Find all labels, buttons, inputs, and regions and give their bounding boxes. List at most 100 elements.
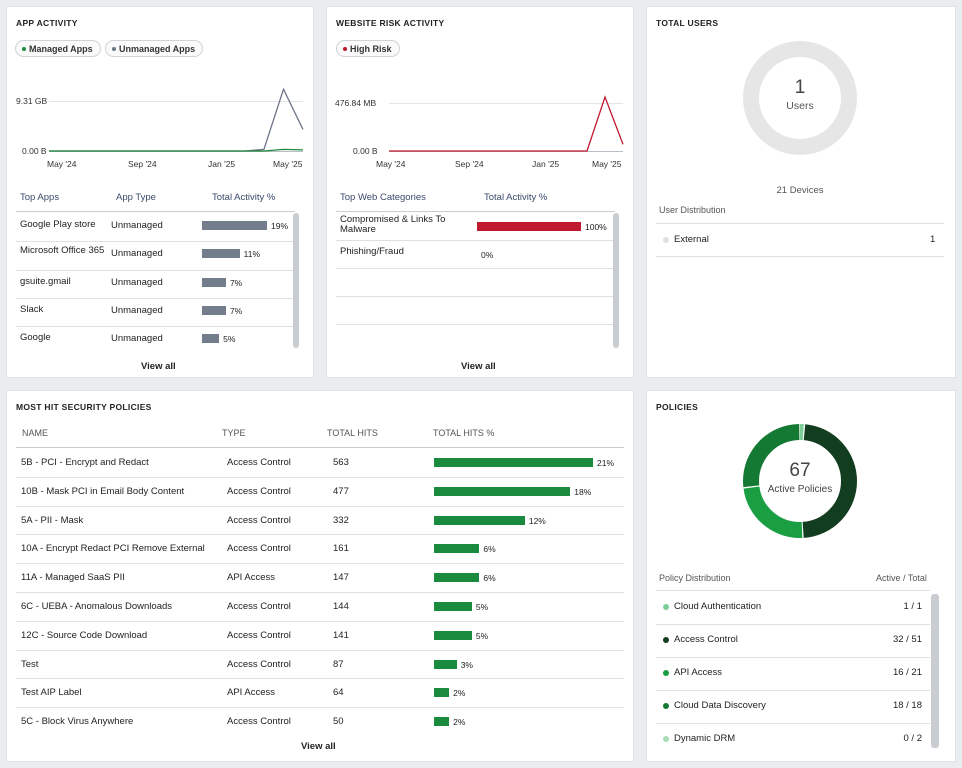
total-users-title: TOTAL USERS (656, 18, 719, 28)
table-row[interactable]: Test Access Control 87 3% (16, 650, 624, 679)
user-distribution-title: User Distribution (659, 205, 726, 215)
policy-name: 10B - Mask PCI in Email Body Content (21, 485, 185, 497)
policies-count-label: Active Policies (767, 484, 833, 495)
policy-hits: 477 (333, 485, 349, 497)
col-top-web-categories[interactable]: Top Web Categories (340, 192, 426, 203)
legend-high-risk[interactable]: High Risk (336, 40, 400, 57)
table-row[interactable]: 5C - Block Virus Anywhere Access Control 5… (16, 707, 624, 736)
table-row[interactable]: Slack Unmanaged 7% (16, 298, 293, 326)
table-row[interactable]: Google Play store Unmanaged 19% (16, 213, 293, 241)
policy-name: 5A - PII - Mask (21, 514, 84, 526)
users-donut-chart[interactable] (740, 38, 860, 158)
table-row[interactable]: 5B - PCI - Encrypt and Redact Access Cont… (16, 448, 624, 477)
series-line-managed-apps[interactable] (49, 148, 304, 152)
col-total-hits-pct[interactable]: TOTAL HITS % (433, 428, 495, 438)
table-row[interactable]: 5A - PII - Mask Access Control 332 12% (16, 506, 624, 535)
activity-bar (477, 222, 581, 231)
policy-type-label: Cloud Data Discovery (674, 700, 766, 711)
policy-type: API Access (227, 687, 276, 699)
series-line-high-risk[interactable] (389, 95, 624, 152)
table-row[interactable]: 10B - Mask PCI in Email Body Content Acce… (16, 477, 624, 506)
app-type: Unmanaged (111, 333, 163, 345)
policy-type: Access Control (227, 457, 291, 468)
policies-count: 67 (789, 460, 811, 481)
scrollbar[interactable] (613, 213, 619, 348)
col-total-activity[interactable]: Total Activity % (212, 192, 276, 203)
policy-name: 10A - Encrypt Redact PCI Remove External (21, 543, 205, 555)
row-divider (336, 268, 613, 269)
donut-slice-cloud-data-discovery[interactable] (743, 424, 857, 538)
table-row[interactable]: 10A - Encrypt Redact PCI Remove External… (16, 534, 624, 563)
scrollbar[interactable] (293, 213, 299, 348)
table-row[interactable]: Google Unmanaged 5% (16, 326, 293, 354)
policy-name: Test (21, 658, 39, 670)
table-row[interactable]: Test AIP Label API Access 64 2% (16, 678, 624, 707)
activity-bar (202, 221, 267, 230)
app-name: Google Play store (20, 219, 96, 230)
scrollbar[interactable] (931, 594, 939, 748)
col-total-activity[interactable]: Total Activity % (484, 192, 548, 203)
donut-slice-cloud-authentication[interactable] (743, 424, 857, 538)
donut-slice-access-control[interactable] (743, 424, 857, 538)
activity-pct: 19% (271, 221, 289, 231)
row-divider (336, 296, 613, 297)
policy-hits: 147 (333, 572, 349, 584)
policy-hits: 64 (333, 687, 344, 699)
hits-pct: 3% (460, 659, 473, 670)
policy-name: 6C - UEBA - Anomalous Downloads (21, 601, 173, 612)
high-risk-dot-icon (343, 46, 347, 51)
col-app-type[interactable]: App Type (116, 192, 156, 203)
view-all-apps-link[interactable]: View all (141, 361, 176, 372)
col-type[interactable]: TYPE (222, 428, 246, 438)
list-item[interactable]: Cloud Authentication 1 / 1 (656, 591, 930, 624)
list-item[interactable]: API Access 16 / 21 (656, 657, 930, 690)
table-row[interactable]: 6C - UEBA - Anomalous Downloads Access Co… (16, 592, 624, 621)
donut-slice-api-access[interactable] (743, 424, 857, 538)
policy-type: Access Control (227, 629, 291, 641)
activity-pct: 100% (585, 222, 607, 232)
policies-donut-chart[interactable] (740, 421, 860, 541)
legend-unmanaged-apps[interactable]: Unmanaged Apps (105, 40, 204, 57)
row-divider (656, 690, 930, 691)
category-name: Phishing/Fraud (340, 246, 404, 257)
list-item[interactable]: Dynamic DRM 0 / 2 (656, 723, 930, 756)
row-divider (656, 657, 930, 658)
table-row[interactable]: Compromised & Links To Malware 100% (336, 212, 613, 240)
policy-hits: 87 (333, 658, 344, 670)
view-all-policies-link[interactable]: View all (301, 741, 336, 752)
list-item[interactable]: Access Control 32 / 51 (656, 624, 930, 657)
col-top-apps[interactable]: Top Apps (20, 192, 60, 203)
hits-pct: 21% (597, 458, 615, 468)
policy-type-dot-icon (663, 736, 669, 742)
total-users-card: TOTAL USERS 1 Users 21 Devices User Dist… (646, 6, 956, 378)
legend-label: Unmanaged Apps (119, 44, 196, 54)
col-name[interactable]: NAME (22, 428, 49, 438)
row-divider (16, 505, 624, 507)
row-divider (16, 707, 624, 709)
col-total-hits[interactable]: TOTAL HITS (327, 428, 378, 438)
app-name: gsuite.gmail (20, 275, 71, 287)
row-divider (16, 326, 293, 328)
view-all-categories-link[interactable]: View all (461, 361, 496, 372)
activity-bar (202, 277, 226, 287)
table-row[interactable]: 12C - Source Code Download Access Control… (16, 621, 624, 650)
series-line-unmanaged-apps[interactable] (49, 87, 304, 152)
list-item[interactable]: Cloud Data Discovery 18 / 18 (656, 690, 930, 723)
hits-bar (434, 515, 525, 525)
activity-pct: 0% (481, 250, 494, 260)
hits-pct: 18% (574, 486, 592, 497)
users-count: 1 (794, 77, 806, 98)
user-distribution-value: 1 (930, 234, 936, 245)
legend-managed-apps[interactable]: Managed Apps (15, 40, 101, 57)
policy-type-value: 1 / 1 (903, 601, 923, 612)
x-tick: May '25 (273, 159, 303, 169)
table-row[interactable]: 11A - Managed SaaS PII API Access 147 6% (16, 563, 624, 592)
hits-bar (434, 630, 472, 640)
x-tick: Jan '25 (532, 159, 560, 169)
table-row[interactable]: Microsoft Office 365 Unmanaged 11% (16, 241, 293, 269)
table-row[interactable]: Phishing/Fraud 0% (336, 240, 613, 268)
row-divider (16, 678, 624, 680)
app-type: Unmanaged (111, 220, 163, 231)
table-row[interactable]: gsuite.gmail Unmanaged 7% (16, 270, 293, 298)
policy-type: Access Control (227, 543, 291, 555)
